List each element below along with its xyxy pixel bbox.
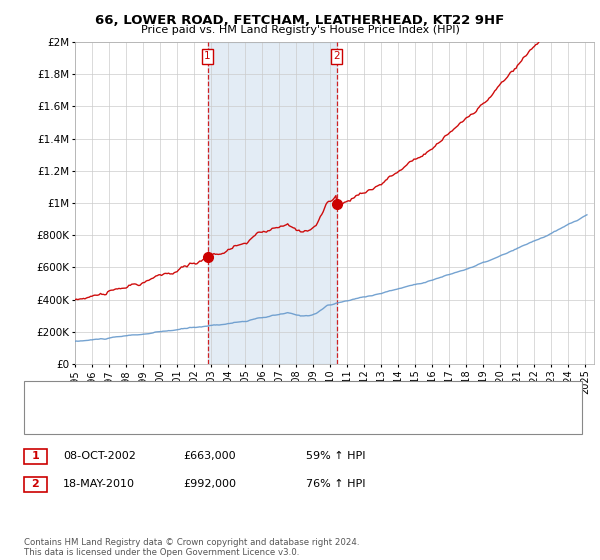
Text: 76% ↑ HPI: 76% ↑ HPI	[306, 479, 365, 489]
Text: 08-OCT-2002: 08-OCT-2002	[63, 451, 136, 461]
Bar	[208, 42, 337, 364]
Text: HPI: Average price, detached house, Mole Valley: HPI: Average price, detached house, Mole…	[72, 415, 324, 425]
Text: 1: 1	[32, 451, 39, 461]
Text: 59% ↑ HPI: 59% ↑ HPI	[306, 451, 365, 461]
Text: £992,000: £992,000	[183, 479, 236, 489]
Text: Contains HM Land Registry data © Crown copyright and database right 2024.
This d: Contains HM Land Registry data © Crown c…	[24, 538, 359, 557]
Text: 2: 2	[334, 52, 340, 62]
Text: 66, LOWER ROAD, FETCHAM, LEATHERHEAD, KT22 9HF: 66, LOWER ROAD, FETCHAM, LEATHERHEAD, KT…	[95, 14, 505, 27]
Text: 2: 2	[32, 479, 39, 489]
Text: Price paid vs. HM Land Registry's House Price Index (HPI): Price paid vs. HM Land Registry's House …	[140, 25, 460, 35]
Text: 1: 1	[204, 52, 211, 62]
Text: £663,000: £663,000	[183, 451, 236, 461]
Text: 66, LOWER ROAD, FETCHAM, LEATHERHEAD, KT22 9HF (detached house): 66, LOWER ROAD, FETCHAM, LEATHERHEAD, KT…	[72, 391, 452, 401]
Text: 18-MAY-2010: 18-MAY-2010	[63, 479, 135, 489]
